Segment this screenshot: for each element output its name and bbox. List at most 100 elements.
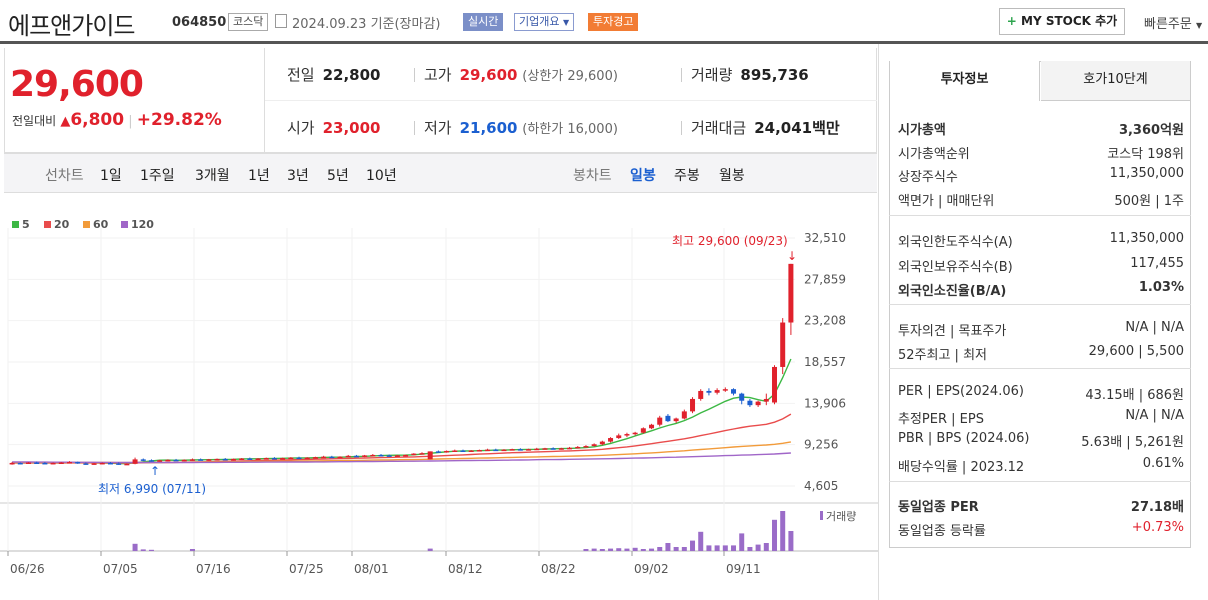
y-tick-label: 4,605: [804, 479, 838, 493]
x-tick-label: 08/12: [448, 562, 483, 576]
legend-swatch: [12, 221, 19, 228]
period-1y[interactable]: 1년: [248, 168, 270, 184]
period-5y[interactable]: 5년: [327, 168, 349, 184]
price-chart[interactable]: 32,510 27,859 23,208 18,557 13,906 9,256 4,605…: [0, 228, 878, 600]
amount-unit: 백만: [812, 119, 840, 137]
candle-body: [91, 463, 97, 465]
lower-limit: (하한가 16,000): [522, 122, 618, 137]
period-1d[interactable]: 1일: [100, 168, 122, 184]
legend-swatch: [121, 221, 128, 228]
tab-invest-info[interactable]: 투자정보: [890, 61, 1040, 101]
arrow-up-icon: ▲: [60, 114, 71, 129]
candle-body: [239, 458, 245, 460]
info-label-1: 시가총액순위: [898, 147, 970, 162]
company-overview-button[interactable]: 기업개요 ▼: [514, 13, 575, 31]
volume-bar: [780, 511, 786, 551]
x-tick-label: 06/26: [10, 562, 45, 576]
candle-body: [271, 458, 277, 460]
candle-daily[interactable]: 일봉: [630, 168, 656, 184]
separator: [681, 68, 682, 82]
current-price: 29,600: [10, 64, 144, 105]
candle-body: [173, 459, 179, 462]
candle-body: [501, 449, 507, 452]
info-label-14: 동일업종 등락률: [898, 524, 986, 539]
info-value-8: 29,600 | 5,500: [1088, 344, 1184, 359]
candle-body: [509, 449, 515, 451]
prev-close: 전일 22,800: [287, 64, 381, 85]
candle-body: [378, 454, 384, 457]
candle-body: [66, 462, 72, 464]
info-value-3: 500원 | 1주: [1114, 194, 1184, 209]
candle-body: [148, 460, 154, 462]
info-section-divider: [889, 368, 1191, 369]
candle-weekly[interactable]: 주봉: [674, 168, 700, 184]
candle-body: [140, 459, 146, 461]
info-section-divider: [889, 304, 1191, 305]
candle-body: [58, 462, 64, 464]
warning-badge: 투자경고: [588, 13, 639, 31]
y-tick-label: 18,557: [804, 355, 846, 369]
info-label-0: 시가총액: [898, 123, 946, 138]
candle-body: [649, 424, 655, 429]
candle-body: [312, 457, 318, 459]
candle-body: [476, 450, 482, 452]
info-value-7: N/A | N/A: [1125, 320, 1184, 335]
volume-bar: [681, 547, 687, 551]
period-3m[interactable]: 3개월: [195, 168, 230, 184]
open-price: 시가 23,000: [287, 117, 381, 138]
x-tick-label: 08/01: [354, 562, 389, 576]
info-value-5: 117,455: [1130, 256, 1184, 271]
info-label-4: 외국인한도주식수(A): [898, 235, 1013, 250]
info-section-divider: [889, 481, 1191, 482]
candle-body: [460, 450, 466, 452]
candle-body: [247, 458, 253, 460]
period-1w[interactable]: 1주일: [140, 168, 175, 184]
candle-body: [731, 389, 737, 394]
realtime-button[interactable]: 실시간: [463, 13, 504, 31]
open-value: 23,000: [322, 119, 381, 137]
tab-order-book[interactable]: 호가10단계: [1041, 61, 1190, 101]
info-value-6: 1.03%: [1138, 280, 1184, 295]
candle-body: [255, 458, 261, 460]
low-label: 저가: [424, 119, 452, 137]
candle-body: [706, 390, 712, 393]
candle-body: [386, 455, 392, 457]
candle-body: [181, 459, 187, 462]
period-10y[interactable]: 10년: [366, 168, 397, 184]
candle-body: [722, 389, 728, 391]
candle-body: [345, 455, 351, 458]
info-value-11: 5.63배 | 5,261원: [1081, 435, 1184, 450]
upper-limit: (상한가 29,600): [522, 69, 618, 84]
candle-body: [542, 448, 548, 450]
quick-order-button[interactable]: 빠른주문 ▼: [1144, 13, 1202, 32]
candle-body: [116, 463, 122, 465]
x-tick-label: 07/16: [196, 562, 231, 576]
period-3y[interactable]: 3년: [287, 168, 309, 184]
volume-bar: [755, 544, 761, 551]
mystock-button[interactable]: + MY STOCK 추가: [999, 8, 1125, 35]
candle-body: [222, 458, 228, 461]
info-label-12: 배당수익률 | 2023.12: [898, 460, 1025, 475]
info-value-13: 27.18배: [1130, 500, 1184, 515]
volume-bar: [624, 548, 630, 551]
info-section-divider: [889, 215, 1191, 216]
candle-body: [288, 457, 294, 460]
candle-body: [17, 462, 23, 465]
ma-line-120: [12, 452, 791, 464]
x-tick-label: 09/02: [634, 562, 669, 576]
volume-bar: [722, 545, 728, 551]
legend-swatch: [44, 221, 51, 228]
legend-ma120: 120: [121, 218, 154, 231]
legend-ma5-label: 5: [22, 218, 30, 231]
info-label-5: 외국인보유주식수(B): [898, 260, 1013, 275]
candle-body: [321, 456, 327, 459]
candle-body: [280, 458, 286, 460]
high-price: 고가 29,600 (상한가 29,600): [424, 64, 618, 85]
candle-body: [165, 459, 171, 462]
line-chart-label: 선차트: [45, 168, 84, 184]
amount-value: 24,041: [754, 119, 813, 137]
candle-body: [189, 459, 195, 461]
candle-chart-label: 봉차트: [573, 168, 612, 184]
candle-monthly[interactable]: 월봉: [719, 168, 745, 184]
info-label-3: 액면가 | 매매단위: [898, 194, 995, 209]
